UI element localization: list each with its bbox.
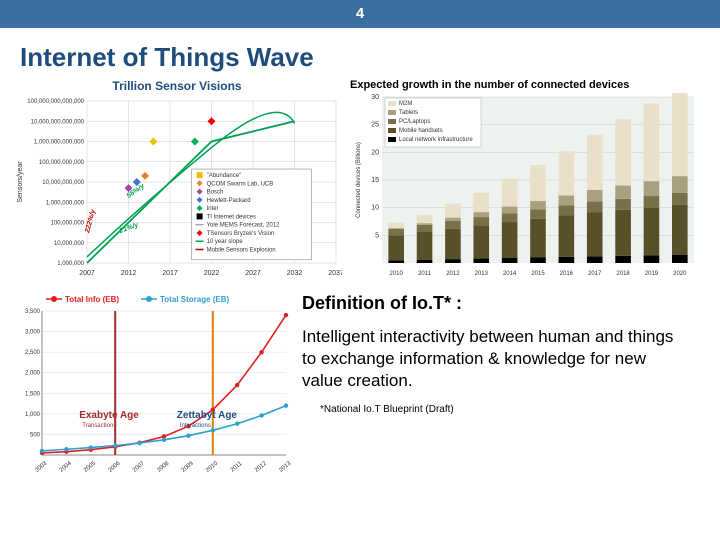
svg-text:1,000: 1,000	[25, 412, 41, 418]
svg-text:2017: 2017	[162, 270, 178, 277]
svg-text:2012: 2012	[254, 460, 269, 473]
svg-text:Transactions: Transactions	[82, 423, 116, 429]
svg-text:100,000,000,000,000: 100,000,000,000,000	[27, 99, 84, 105]
slide-title: Internet of Things Wave	[20, 42, 720, 73]
chart-connected-devices: Expected growth in the number of connect…	[350, 79, 700, 279]
svg-text:3,000: 3,000	[25, 330, 41, 336]
svg-text:Interactions: Interactions	[180, 423, 211, 429]
svg-text:2016: 2016	[560, 271, 574, 277]
definition-title: Definition of Io.T* :	[302, 293, 682, 314]
svg-text:2014: 2014	[503, 271, 517, 277]
svg-text:Intel: Intel	[207, 206, 218, 212]
svg-text:Local network infrastructure: Local network infrastructure	[399, 137, 473, 143]
svg-text:Sensors/year: Sensors/year	[17, 161, 24, 203]
svg-text:Mobile Sensors Explosion: Mobile Sensors Explosion	[207, 247, 276, 253]
chart2-svg: 5 10 15 20 25 30 Connected devices (Billions) 2…	[350, 93, 700, 279]
svg-text:2032: 2032	[287, 270, 303, 277]
top-row: Trillion Sensor Visions 1,000,000 10,000,…	[0, 79, 720, 279]
svg-text:21%/y: 21%/y	[118, 221, 141, 235]
chart-trillion-sensor: Trillion Sensor Visions 1,000,000 10,000,…	[12, 79, 342, 279]
svg-text:10: 10	[371, 205, 379, 212]
svg-text:5: 5	[375, 232, 379, 239]
svg-text:10 year slope: 10 year slope	[207, 239, 244, 245]
svg-text:Connected devices (Billions): Connected devices (Billions)	[356, 142, 362, 218]
svg-text:3,500: 3,500	[25, 309, 41, 315]
svg-text:10,000,000: 10,000,000	[54, 241, 85, 247]
svg-text:2008: 2008	[156, 460, 171, 473]
svg-text:Mobile handsets: Mobile handsets	[399, 128, 443, 134]
svg-text:2010: 2010	[205, 460, 220, 473]
svg-text:M2M: M2M	[399, 101, 412, 107]
svg-text:2012: 2012	[446, 271, 460, 277]
svg-text:500: 500	[30, 432, 41, 438]
svg-text:2018: 2018	[616, 271, 630, 277]
svg-text:1,500: 1,500	[25, 391, 41, 397]
svg-text:222%/y: 222%/y	[84, 208, 97, 235]
svg-text:2009: 2009	[181, 460, 196, 473]
page-number: 4	[356, 5, 364, 22]
svg-text:1,000,000,000,000: 1,000,000,000,000	[34, 140, 85, 146]
svg-text:QCOM Swarm Lab, UCB: QCOM Swarm Lab, UCB	[207, 181, 274, 187]
chart1-svg: 1,000,000 10,000,000 100,000,000 1,000,000,…	[12, 97, 342, 281]
chart2-title: Expected growth in the number of connect…	[350, 79, 700, 91]
svg-text:2020: 2020	[673, 271, 687, 277]
svg-text:2037: 2037	[328, 270, 342, 277]
header-bar: 4	[0, 0, 720, 28]
svg-text:2003: 2003	[34, 460, 49, 473]
svg-text:30: 30	[371, 94, 379, 101]
svg-text:100,000,000,000: 100,000,000,000	[39, 160, 85, 166]
svg-text:TSensors Bryzek's Vision: TSensors Bryzek's Vision	[207, 231, 275, 237]
bottom-row: 500 1,000 1,500 2,000 2,500 3,000 3,500 2003 200…	[0, 279, 720, 477]
svg-text:100,000,000: 100,000,000	[51, 221, 85, 227]
svg-text:2013: 2013	[278, 460, 292, 473]
svg-text:Bosch: Bosch	[207, 190, 224, 196]
svg-text:2007: 2007	[132, 460, 147, 473]
svg-text:Exabyte Age: Exabyte Age	[79, 410, 139, 421]
svg-text:20: 20	[371, 149, 379, 156]
svg-text:"Abundance": "Abundance"	[207, 173, 242, 179]
svg-text:1,000,000,000: 1,000,000,000	[46, 200, 85, 206]
svg-text:2012: 2012	[121, 270, 137, 277]
svg-text:2017: 2017	[588, 271, 602, 277]
svg-text:PC/Laptops: PC/Laptops	[399, 119, 430, 125]
svg-text:2011: 2011	[230, 460, 244, 473]
svg-text:2,500: 2,500	[25, 350, 41, 356]
svg-text:15: 15	[371, 177, 379, 184]
definition-block: Definition of Io.T* : Intelligent intera…	[302, 287, 682, 477]
svg-text:2004: 2004	[59, 460, 74, 473]
svg-text:2019: 2019	[645, 271, 659, 277]
svg-text:TI Internet devices: TI Internet devices	[207, 214, 256, 220]
svg-text:Total Info (EB): Total Info (EB)	[65, 295, 119, 304]
definition-footnote: *National Io.T Blueprint (Draft)	[320, 404, 682, 415]
chart1-title: Trillion Sensor Visions	[12, 79, 342, 93]
svg-text:Yole MEMS Forecast, 2012: Yole MEMS Forecast, 2012	[207, 223, 280, 229]
svg-text:2015: 2015	[531, 271, 545, 277]
svg-text:2013: 2013	[475, 271, 489, 277]
svg-text:2007: 2007	[79, 270, 95, 277]
svg-text:25: 25	[371, 122, 379, 129]
svg-text:2006: 2006	[108, 460, 123, 473]
definition-text: Intelligent interactivity between human …	[302, 326, 682, 392]
svg-text:Hewlett-Packard: Hewlett-Packard	[207, 198, 251, 204]
svg-text:Zettabyt Age: Zettabyt Age	[177, 410, 238, 421]
svg-text:1,000,000: 1,000,000	[57, 261, 84, 267]
svg-text:Tablets: Tablets	[399, 110, 418, 116]
svg-text:2027: 2027	[245, 270, 261, 277]
svg-text:2,000: 2,000	[25, 371, 41, 377]
svg-text:2011: 2011	[418, 271, 432, 277]
chart-exabyte: 500 1,000 1,500 2,000 2,500 3,000 3,500 2003 200…	[12, 287, 292, 477]
svg-text:2010: 2010	[390, 271, 404, 277]
chart3-svg: 500 1,000 1,500 2,000 2,500 3,000 3,500 2003 200…	[12, 287, 292, 473]
svg-text:Total Storage (EB): Total Storage (EB)	[160, 295, 230, 304]
svg-text:2005: 2005	[83, 460, 98, 473]
svg-text:2022: 2022	[204, 270, 220, 277]
svg-text:10,000,000,000,000: 10,000,000,000,000	[31, 119, 85, 125]
svg-text:10,000,000,000: 10,000,000,000	[42, 180, 84, 186]
